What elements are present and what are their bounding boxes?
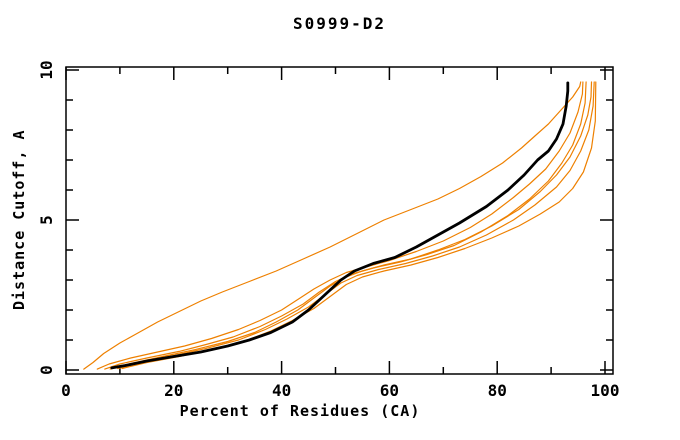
series-reference-orange-5	[117, 81, 595, 370]
series-reference-orange-6	[121, 81, 597, 370]
y-tick-label: 10	[37, 60, 56, 79]
x-tick-label: 0	[61, 381, 71, 400]
x-tick-label: 100	[591, 381, 620, 400]
x-tick-label: 40	[272, 381, 291, 400]
series-reference-orange-2	[96, 81, 584, 370]
series-target-model-black	[110, 81, 570, 370]
x-tick-label: 20	[164, 381, 183, 400]
x-tick-label: 60	[380, 381, 399, 400]
y-tick-label: 5	[37, 215, 56, 225]
x-axis-label: Percent of Residues (CA)	[179, 402, 421, 420]
x-tick-label: 80	[488, 381, 507, 400]
y-tick-label: 0	[37, 365, 56, 375]
series-reference-orange-1	[83, 81, 582, 370]
series-reference-orange-3	[104, 81, 587, 370]
y-axis-label: Distance Cutoff, A	[10, 129, 28, 311]
chart-title: S0999-D2	[292, 14, 387, 33]
